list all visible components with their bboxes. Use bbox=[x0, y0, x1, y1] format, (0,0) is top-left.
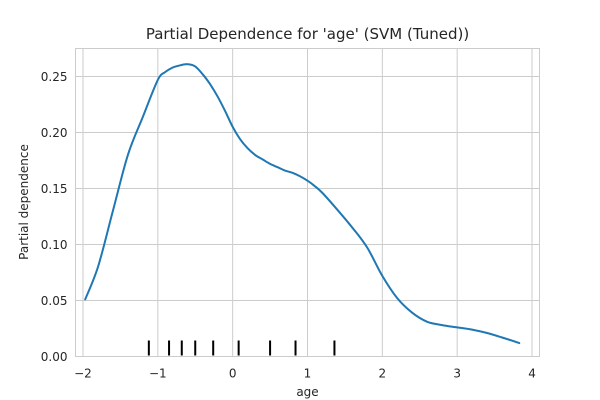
x-tick-label: −2 bbox=[74, 367, 92, 381]
y-tick-labels: 0.00 0.05 0.10 0.15 0.20 0.25 bbox=[41, 70, 68, 364]
x-tick-label: 1 bbox=[304, 367, 312, 381]
y-tick-label: 0.15 bbox=[41, 182, 68, 196]
plot-area-frame bbox=[75, 48, 540, 357]
chart-title: Partial Dependence for 'age' (SVM (Tuned… bbox=[146, 25, 469, 43]
y-tick-label: 0.20 bbox=[41, 126, 68, 140]
grid bbox=[75, 48, 540, 357]
y-tick-label: 0.05 bbox=[41, 294, 68, 308]
x-tick-label: 0 bbox=[229, 367, 237, 381]
y-tick-label: 0.00 bbox=[41, 350, 68, 364]
x-tick-labels: −2 −1 0 1 2 3 4 bbox=[74, 367, 536, 381]
x-axis-label: age bbox=[296, 385, 318, 399]
partial-dependence-line bbox=[84, 63, 521, 345]
rug-marks bbox=[147, 340, 336, 356]
y-tick-label: 0.10 bbox=[41, 238, 68, 252]
x-tick-label: 2 bbox=[379, 367, 387, 381]
y-axis-label: Partial dependence bbox=[17, 144, 31, 260]
x-tick-label: 3 bbox=[453, 367, 461, 381]
x-tick-label: 4 bbox=[528, 367, 536, 381]
y-tick-label: 0.25 bbox=[41, 70, 68, 84]
x-tick-label: −1 bbox=[149, 367, 167, 381]
series bbox=[84, 63, 521, 345]
